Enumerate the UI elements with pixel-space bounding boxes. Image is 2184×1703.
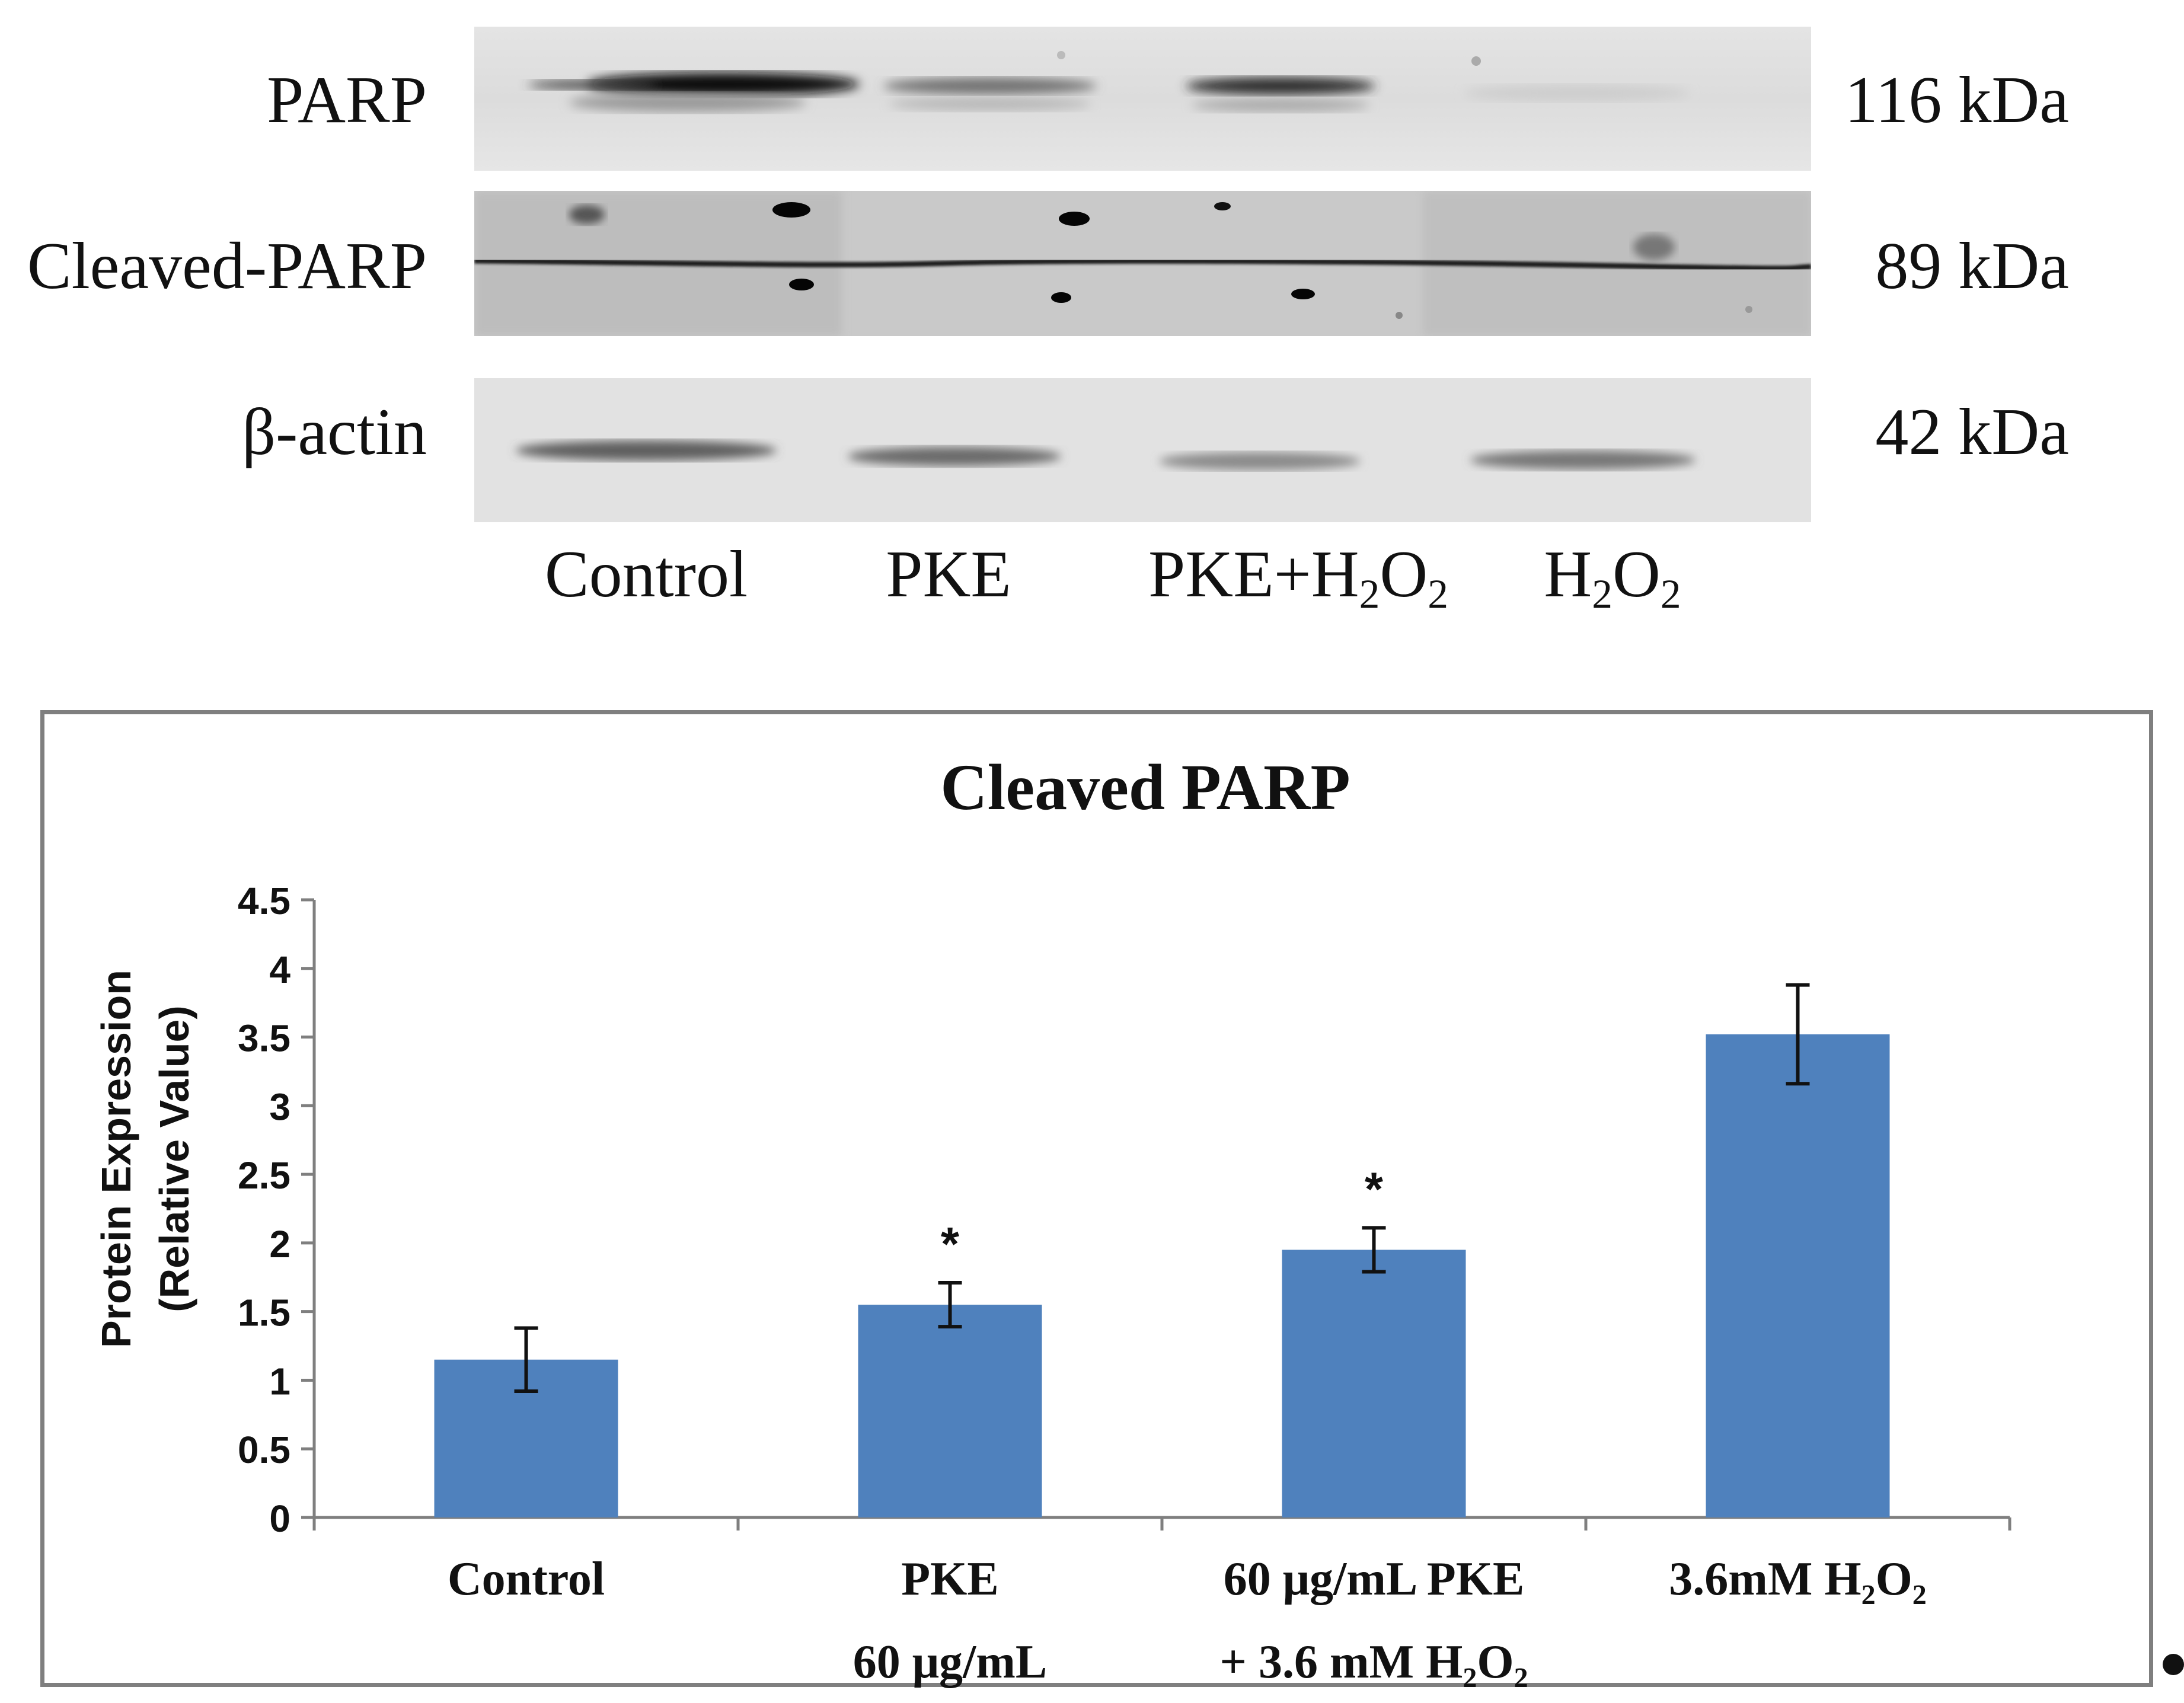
band-label-cleaved-parp: Cleaved-PARP <box>27 229 427 303</box>
significance-marker: * <box>1365 1162 1384 1215</box>
kda-label-cleaved-parp: 89 kDa <box>1875 229 2069 303</box>
y-tick-label: 4 <box>269 948 290 991</box>
y-tick-label: 4.5 <box>238 880 290 922</box>
chart-title: Cleaved PARP <box>940 751 1350 823</box>
y-tick-label: 2 <box>269 1223 290 1266</box>
y-tick-label: 1 <box>269 1360 290 1402</box>
cleaved-parp-blot-image <box>474 191 1811 336</box>
x-tick-label: 60 μg/mL PKE <box>1224 1553 1525 1605</box>
band-label-beta-actin: β-actin <box>242 395 427 469</box>
y-tick-label: 2.5 <box>238 1154 290 1197</box>
lane-label-pke-h2o2: PKE+H2O2 <box>1148 538 1448 618</box>
stray-dot <box>2163 1654 2184 1675</box>
bar <box>1706 1034 1890 1517</box>
parp-blot-image <box>474 27 1811 171</box>
kda-label-parp: 116 kDa <box>1844 63 2069 137</box>
y-tick-label: 1.5 <box>238 1292 290 1334</box>
kda-label-beta-actin: 42 kDa <box>1875 395 2069 469</box>
y-tick-label: 3.5 <box>238 1017 290 1060</box>
bar <box>1282 1250 1466 1517</box>
lane-label-control: Control <box>544 538 748 611</box>
bar <box>858 1305 1042 1517</box>
significance-marker: * <box>941 1218 960 1270</box>
beta-actin-blot-image <box>474 378 1811 522</box>
plot-area: 0 0.5 1 1.5 2 2.5 3 3.5 4 4.5 Control * PKE 60 μg/mL *… <box>238 880 2011 1688</box>
y-tick-label: 0.5 <box>238 1429 290 1471</box>
y-axis-label-line2: (Relative Value) <box>151 1005 197 1312</box>
x-tick-label: + 3.6 mM H₂O₂ <box>1219 1636 1528 1688</box>
y-axis-label-line1: Protein Expression <box>93 970 139 1348</box>
y-tick-label: 0 <box>269 1497 290 1540</box>
chart-frame <box>40 710 2153 1687</box>
band-label-parp: PARP <box>267 63 427 137</box>
x-tick-label: PKE <box>901 1553 998 1605</box>
lane-label-h2o2: H2O2 <box>1544 538 1681 618</box>
x-tick-label: Control <box>448 1553 605 1605</box>
lane-label-pke: PKE <box>886 538 1011 611</box>
y-tick-label: 3 <box>269 1085 290 1128</box>
western-blot-panel: PARP Cleaved-PARP β-actin <box>0 0 2184 676</box>
x-tick-label: 60 μg/mL <box>853 1636 1048 1688</box>
x-tick-label: 3.6mM H₂O₂ <box>1669 1553 1927 1605</box>
